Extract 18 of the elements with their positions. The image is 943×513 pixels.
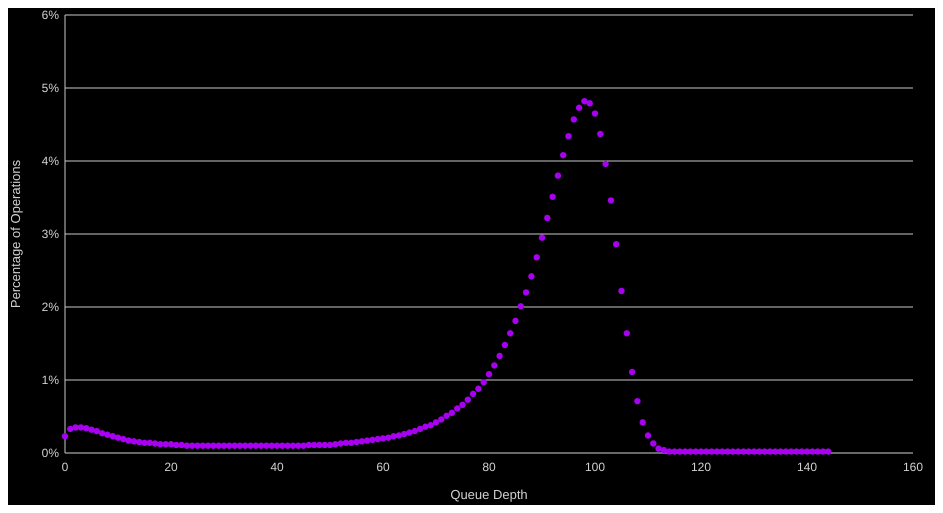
y-tick-label: 6% xyxy=(42,8,60,22)
y-tick-label: 5% xyxy=(42,81,60,95)
x-axis-title: Queue Depth xyxy=(450,487,528,502)
x-tick-label: 120 xyxy=(690,460,712,474)
x-tick-label: 100 xyxy=(584,460,606,474)
x-tick-label: 160 xyxy=(902,460,924,474)
y-tick-label: 2% xyxy=(42,300,60,314)
y-axis-title: Percentage of Operations xyxy=(8,159,23,308)
y-tick-label: 4% xyxy=(42,154,60,168)
x-tick-label: 80 xyxy=(482,460,496,474)
y-tick-label: 1% xyxy=(42,373,60,387)
x-tick-label: 140 xyxy=(796,460,818,474)
x-tick-label: 60 xyxy=(376,460,390,474)
x-tick-label: 20 xyxy=(164,460,178,474)
x-tick-label: 40 xyxy=(270,460,284,474)
y-tick-label: 0% xyxy=(42,446,60,460)
x-tick-label: 0 xyxy=(62,460,69,474)
y-tick-label: 3% xyxy=(42,227,60,241)
